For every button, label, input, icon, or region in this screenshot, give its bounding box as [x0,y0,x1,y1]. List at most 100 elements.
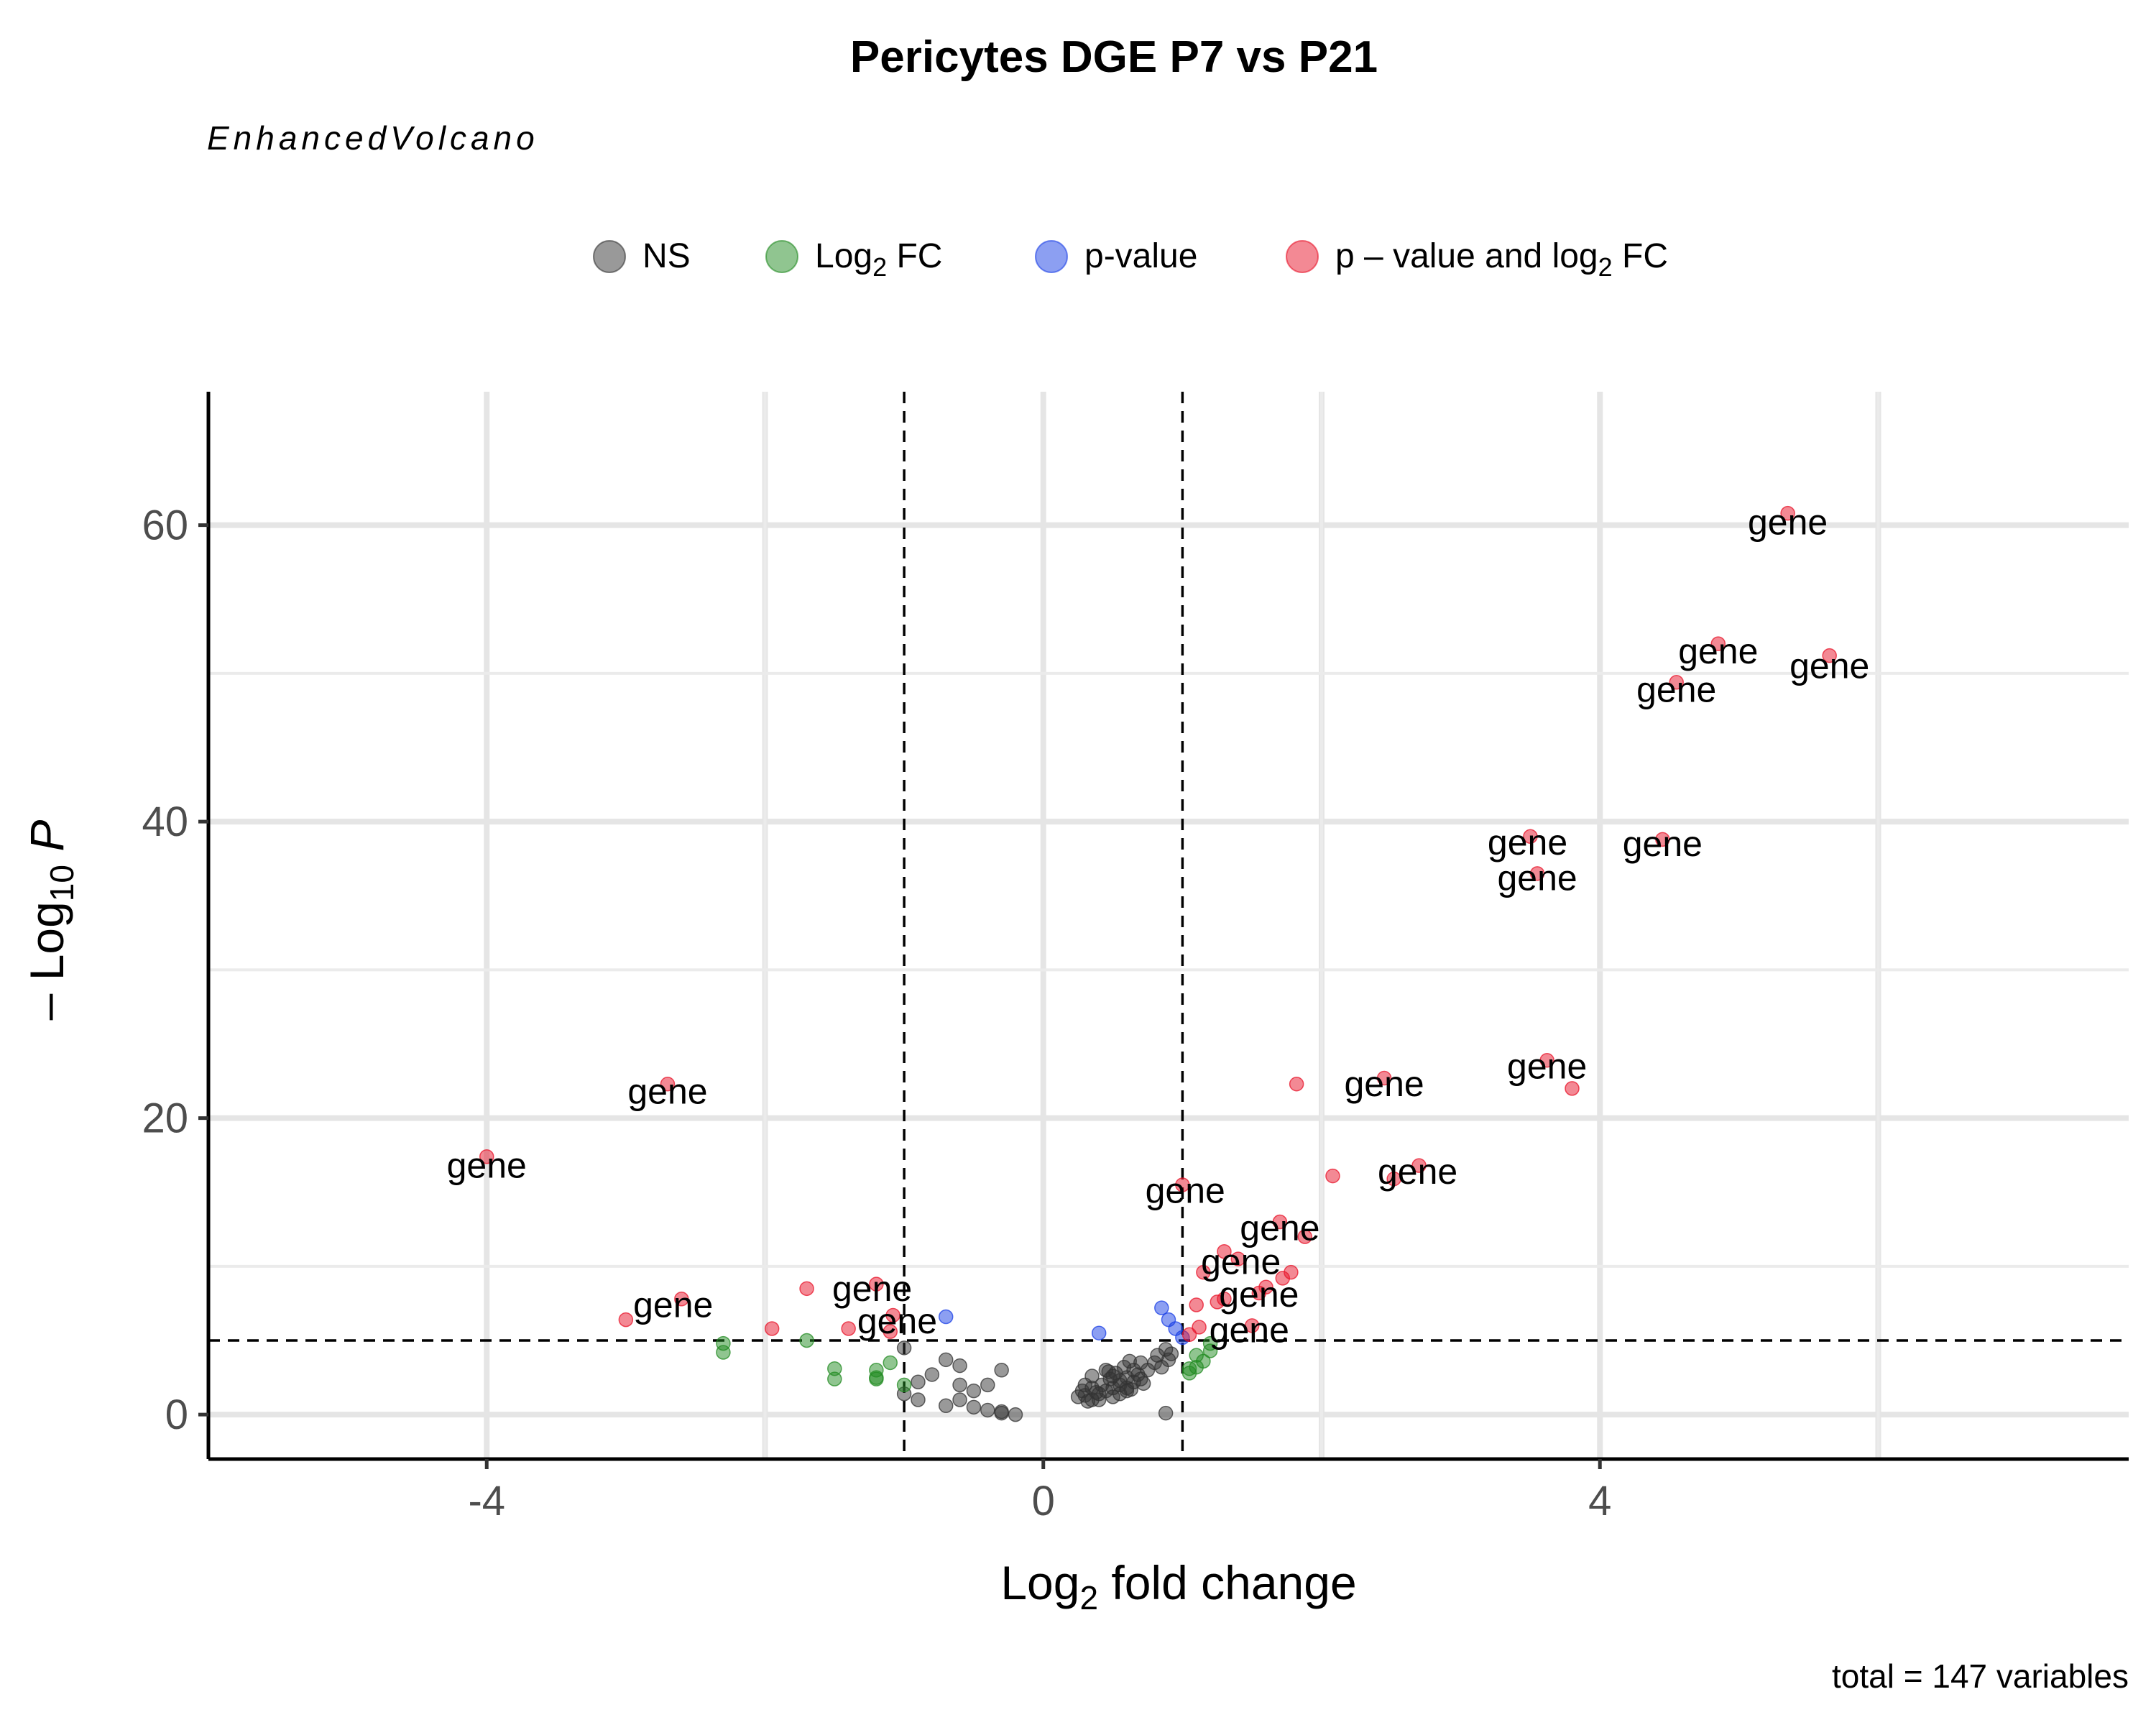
point-ns [994,1405,1009,1421]
point-fc [716,1335,731,1351]
gene-label: gene [1789,646,1869,686]
gene-label: gene [1210,1310,1289,1351]
gene-label: gene [1507,1046,1587,1086]
point-both [1822,648,1837,663]
point-both [479,1149,494,1164]
point-both [885,1307,900,1323]
point-ns [1158,1405,1174,1421]
gene-label: gene [1344,1064,1424,1104]
point-ns [994,1363,1009,1378]
point-p [1154,1300,1169,1315]
y-axis-title: – Log10 P [20,820,80,1021]
point-both [618,1312,634,1328]
grid [207,392,2129,1459]
point-both [799,1281,814,1297]
x-tick-label: -4 [468,1478,505,1524]
point-ns [1084,1392,1100,1407]
point-p [938,1309,954,1325]
point-ns [952,1377,967,1393]
gene-label: gene [447,1146,527,1186]
gene-label: gene [1146,1171,1225,1211]
gene-label: gene [832,1269,912,1309]
point-both [883,1324,898,1339]
point-ns [1105,1368,1120,1384]
point-fc [827,1361,842,1376]
point-ns [938,1352,954,1368]
gene-label: gene [1488,822,1567,862]
chart-title: Pericytes DGE P7 vs P21 [850,32,1378,82]
point-both [1284,1264,1299,1280]
point-both [1217,1244,1232,1259]
legend-label: p-value [1084,237,1197,275]
point-ns [966,1383,982,1399]
point-fc [896,1377,912,1393]
point-both [1192,1320,1207,1335]
point-fc [799,1333,814,1348]
point-both [1386,1171,1401,1187]
x-axis-title: Log2 fold change [1000,1556,1356,1616]
gene-label: gene [1240,1208,1319,1248]
point-both [1272,1214,1288,1230]
point-both [1196,1264,1211,1280]
point-ns [1008,1407,1023,1422]
point-ns [911,1392,926,1407]
point-both [764,1321,780,1336]
gene-label: gene [1201,1242,1281,1282]
point-both [674,1292,689,1307]
legend-key-both [1286,240,1319,273]
point-both [1529,866,1545,881]
gene-label: gene [1748,502,1828,543]
legend-key-p [1035,240,1068,273]
gene-label: gene [1378,1151,1457,1192]
point-fc [869,1371,884,1386]
point-both [1780,505,1795,521]
point-ns [938,1398,954,1413]
point-both [841,1321,856,1336]
point-both [1411,1158,1427,1173]
point-ns [980,1402,995,1418]
point-both [1325,1168,1340,1184]
gene-label: gene [1219,1274,1299,1315]
point-ns [952,1392,967,1407]
point-fc [1202,1335,1218,1351]
point-both [1189,1297,1204,1312]
point-both [1710,636,1726,651]
point-ns [1164,1346,1179,1361]
point-ns [896,1340,912,1356]
gene-label: gene [857,1301,937,1341]
y-tick-label: 20 [142,1095,188,1142]
gene-label: gene [1678,631,1758,671]
point-ns [966,1399,982,1415]
point-both [1297,1229,1313,1244]
point-both [660,1076,676,1092]
point-both [1181,1327,1197,1342]
gene-label: gene [633,1285,713,1325]
caption: total = 147 variables [1832,1657,2129,1695]
point-both [1210,1294,1225,1310]
legend-label: NS [642,237,691,275]
cutoff-lines [208,392,2129,1459]
point-both [1230,1251,1246,1266]
point-both [1669,675,1684,690]
chart-subtitle: EnhancedVolcano [207,119,539,157]
point-both [1175,1177,1190,1192]
x-tick-label: 4 [1588,1478,1611,1524]
point-p [1091,1325,1107,1340]
point-fc [883,1355,898,1371]
gene-label: gene [1623,824,1703,864]
point-ns [924,1367,940,1382]
point-fc [1181,1361,1197,1376]
data-points [479,505,1837,1422]
legend-key-ns [593,240,626,273]
point-ns [980,1377,995,1393]
point-both [1289,1076,1304,1092]
point-ns [952,1358,967,1374]
y-tick-label: 0 [165,1392,188,1438]
point-both [1244,1318,1260,1333]
point-ns [911,1374,926,1389]
point-ns [1119,1383,1135,1399]
y-tick-label: 60 [142,502,188,549]
